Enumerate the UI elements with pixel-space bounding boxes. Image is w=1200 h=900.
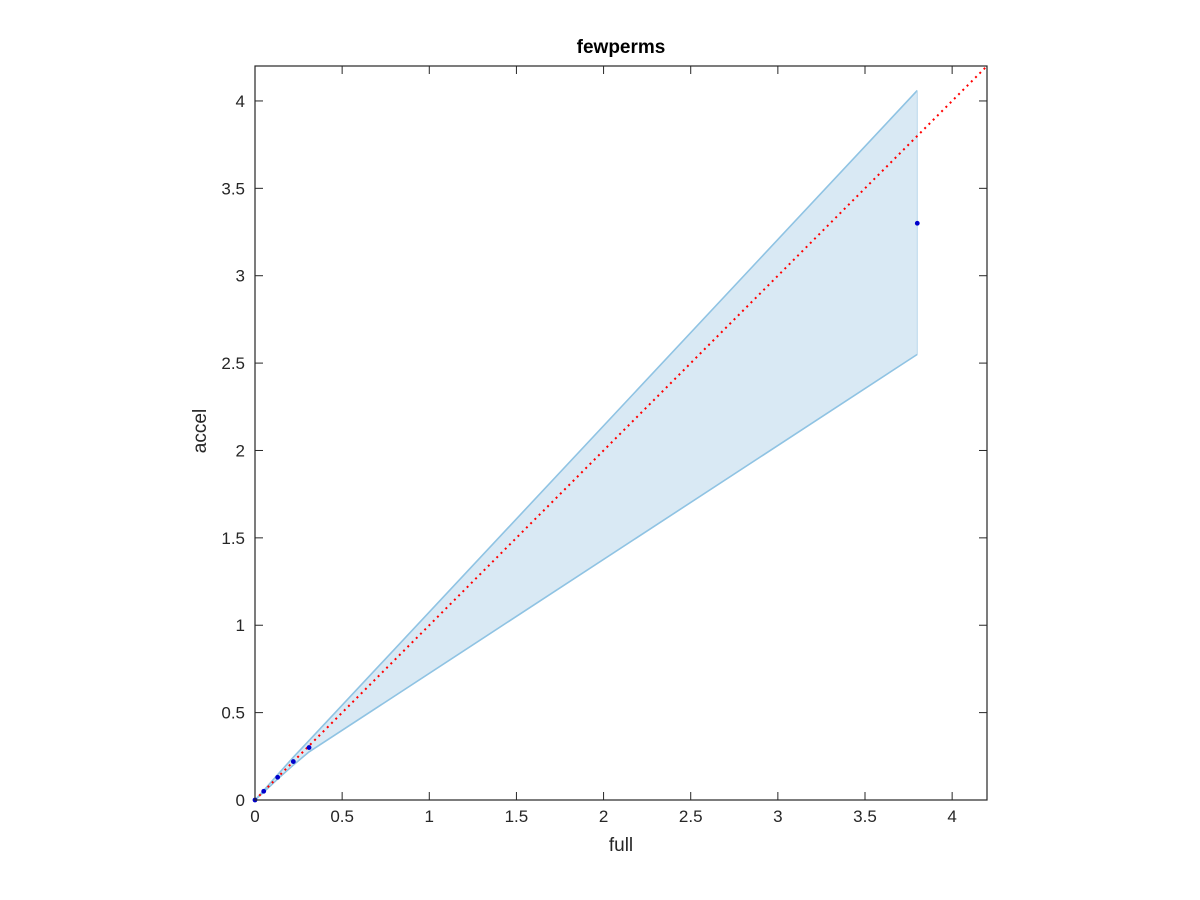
y-tick-label: 3 <box>236 267 245 286</box>
plot-area <box>252 65 988 803</box>
axes-box <box>254 65 988 801</box>
x-tick-label: 0.5 <box>330 807 354 826</box>
x-tick-label: 3 <box>773 807 782 826</box>
y-tick-label: 1.5 <box>221 529 245 548</box>
chart-title: fewperms <box>577 37 666 58</box>
data-point <box>275 774 281 780</box>
x-tick-label: 1 <box>425 807 434 826</box>
data-point <box>914 220 920 226</box>
x-tick-label: 2 <box>599 807 608 826</box>
x-tick-label: 0 <box>250 807 259 826</box>
y-tick-label: 2.5 <box>221 354 245 373</box>
y-tick-label: 3.5 <box>221 179 245 198</box>
x-axis-label: full <box>609 835 633 856</box>
x-tick-label: 4 <box>947 807 956 826</box>
y-tick-label: 0.5 <box>221 704 245 723</box>
band-lower-line <box>254 353 918 801</box>
y-tick-label: 1 <box>236 616 245 635</box>
data-point <box>290 759 296 764</box>
y-axis-label: accel <box>190 409 211 453</box>
axis-ticks: 0 0.5 1 1.5 2 2.5 3 3.5 4 0 0.5 1 1.5 2 2.5 3 3.5 4 <box>221 65 988 826</box>
x-tick-label: 3.5 <box>853 807 877 826</box>
data-point <box>261 788 267 794</box>
y-tick-label: 4 <box>236 92 245 111</box>
y-tick-label: 0 <box>236 791 245 810</box>
x-tick-label: 2.5 <box>679 807 703 826</box>
y-tick-label: 2 <box>236 441 245 460</box>
x-tick-label: 1.5 <box>505 807 529 826</box>
data-point <box>306 745 312 750</box>
